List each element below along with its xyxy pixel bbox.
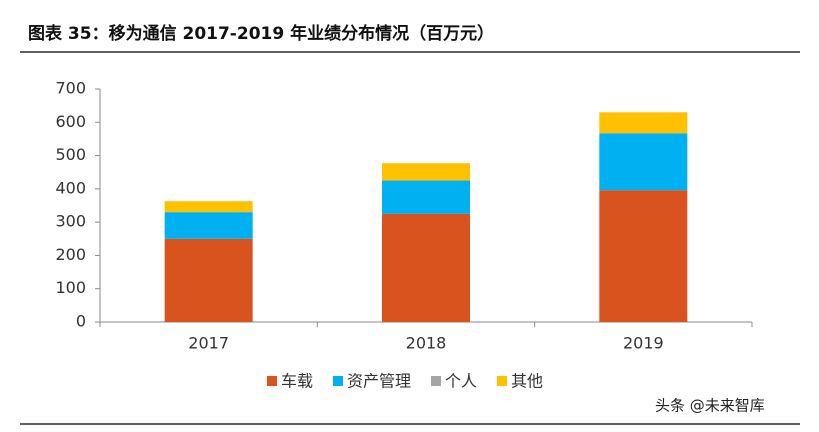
legend-label: 车载 [281, 372, 313, 391]
legend-swatch [333, 376, 343, 386]
x-tick-label: 2017 [188, 334, 229, 353]
legend-label: 个人 [445, 372, 477, 391]
y-tick-label: 0 [76, 312, 86, 331]
y-tick-label: 300 [55, 212, 86, 231]
bar-segment [599, 112, 688, 134]
x-tick-label: 2018 [406, 334, 447, 353]
legend-label: 其他 [511, 372, 543, 391]
y-tick-label: 100 [55, 278, 86, 297]
y-tick-label: 600 [55, 112, 86, 131]
bar-segment [164, 201, 253, 213]
bar-segment [382, 180, 470, 214]
y-tick-label: 200 [55, 245, 86, 264]
y-tick-label: 400 [55, 178, 86, 197]
y-tick-label: 700 [55, 79, 86, 98]
legend-label: 资产管理 [347, 372, 411, 391]
bar-segment [382, 213, 470, 322]
watermark: 头条 @未来智库 [655, 397, 765, 415]
bar-segment [599, 133, 688, 191]
bar-segment [382, 163, 470, 181]
legend-swatch [267, 376, 277, 386]
chart-title: 图表 35：移为通信 2017-2019 年业绩分布情况（百万元） [28, 23, 494, 44]
x-tick-label: 2019 [623, 334, 664, 353]
legend-swatch [431, 376, 441, 386]
bar-segment [599, 190, 688, 322]
bar-segment [164, 238, 253, 322]
y-tick-label: 500 [55, 145, 86, 164]
bar-segment [164, 212, 253, 239]
legend-swatch [497, 376, 507, 386]
